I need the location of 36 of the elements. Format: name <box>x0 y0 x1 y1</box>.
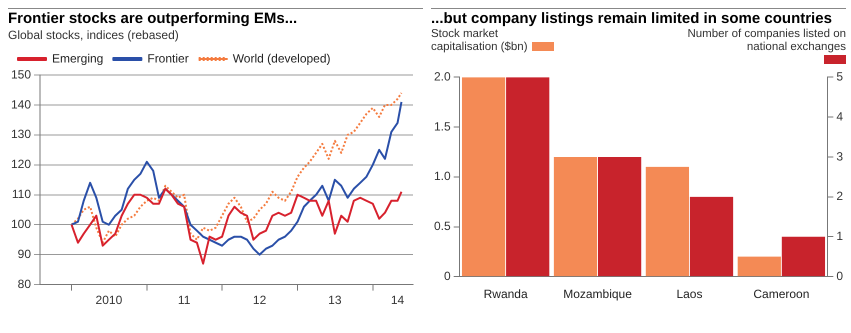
y-tick-label: 0 <box>444 268 451 283</box>
x-tick-label: Rwanda <box>484 287 528 302</box>
y-tick-label: 1.0 <box>434 169 451 184</box>
chart-subtitle: Global stocks, indices (rebased) <box>8 28 180 43</box>
y-tick-label: 90 <box>18 246 32 261</box>
y-tick-label: 80 <box>18 276 32 291</box>
x-tick-label: Mozambique <box>563 287 632 302</box>
y2-tick-label: 1 <box>836 229 844 244</box>
x-tick-label: 13 <box>328 293 342 308</box>
x-tick-label: 14 <box>390 293 405 308</box>
y-tick-label: 130 <box>10 127 32 142</box>
y-axis-title: Stock market capitalisation ($bn) <box>431 28 528 53</box>
x-tick-label: 12 <box>252 293 267 308</box>
legend-label: Frontier <box>147 51 189 66</box>
y2-tick-label: 5 <box>836 70 844 84</box>
x-tick-label: 2010 <box>96 293 123 308</box>
y-tick-label: 100 <box>10 217 32 232</box>
y-tick-label: 110 <box>12 187 32 202</box>
y2-tick-label: 0 <box>836 268 844 283</box>
x-tick-label: Laos <box>676 287 702 302</box>
y2-tick-label: 4 <box>836 109 844 124</box>
chart-title: ...but company listings remain limited in some countries <box>431 9 833 28</box>
y-tick-label: 150 <box>10 67 32 82</box>
legend-label: Emerging <box>52 51 104 66</box>
chart-title: Frontier stocks are outperforming EMs... <box>8 9 298 28</box>
y-tick-label: 120 <box>10 157 32 172</box>
y2-tick-label: 3 <box>836 149 844 164</box>
x-tick-label: Cameroon <box>753 287 810 302</box>
y-tick-label: 0.5 <box>434 219 451 234</box>
y-tick-label: 1.5 <box>434 119 451 134</box>
legend-label: World (developed) <box>232 51 331 66</box>
y2-tick-label: 2 <box>836 189 844 204</box>
y-tick-label: 140 <box>10 97 32 112</box>
x-tick-label: 11 <box>178 293 191 308</box>
y2-axis-title: Number of companies listed on national exchanges <box>687 28 846 53</box>
y-tick-label: 2.0 <box>434 70 451 84</box>
